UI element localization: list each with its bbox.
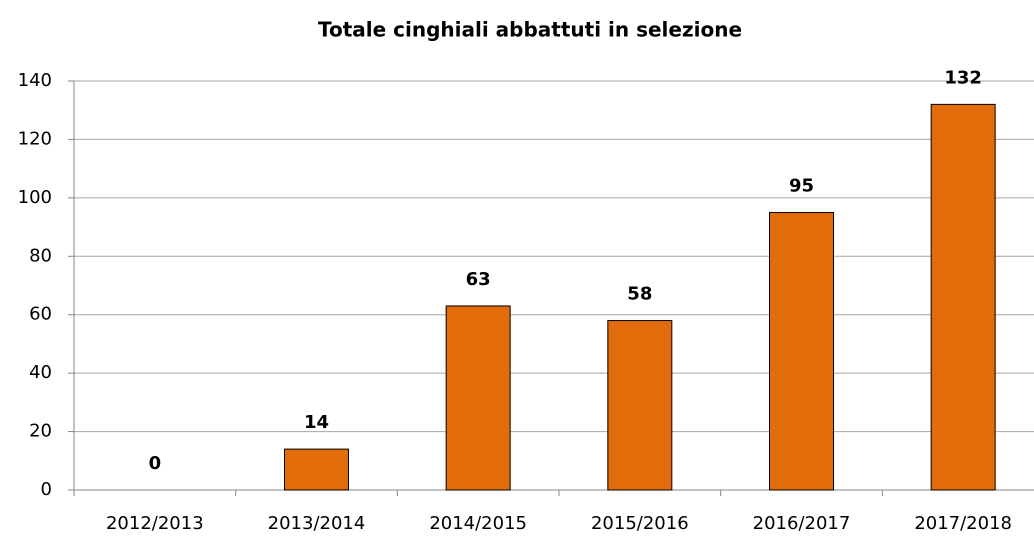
y-tick-label: 0	[41, 479, 52, 500]
y-tick-label: 60	[29, 304, 52, 325]
y-tick-label: 120	[18, 128, 52, 149]
data-label: 132	[944, 67, 982, 88]
chart-title: Totale cinghiali abbattuti in selezione	[318, 18, 742, 42]
data-label: 0	[149, 453, 162, 474]
x-tick-label: 2017/2018	[914, 513, 1012, 534]
bar	[930, 103, 996, 491]
y-tick-label: 140	[18, 70, 52, 91]
y-tick-label: 20	[29, 421, 52, 442]
x-tick-label: 2016/2017	[753, 513, 851, 534]
y-tick-label: 100	[18, 187, 52, 208]
x-tick-label: 2014/2015	[429, 513, 527, 534]
data-label: 63	[466, 269, 491, 290]
y-tick-label: 40	[29, 362, 52, 383]
bar	[769, 211, 834, 491]
bar	[284, 448, 349, 491]
data-label: 58	[627, 284, 652, 305]
x-tick-label: 2012/2013	[106, 513, 204, 534]
x-tick-label: 2013/2014	[268, 513, 366, 534]
y-tick-label: 80	[29, 245, 52, 266]
x-tick-label: 2015/2016	[591, 513, 689, 534]
bar	[607, 320, 673, 491]
data-label: 14	[304, 412, 329, 433]
data-label: 95	[789, 175, 814, 196]
bar	[445, 305, 511, 491]
